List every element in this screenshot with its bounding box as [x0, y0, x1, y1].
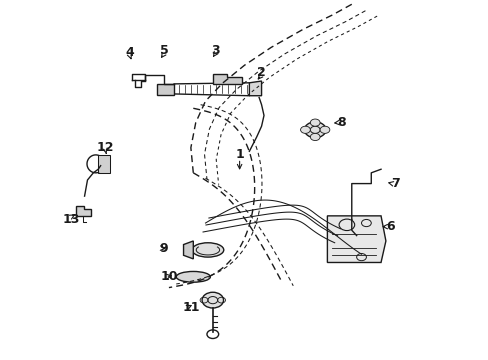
Polygon shape [327, 216, 385, 262]
Circle shape [202, 292, 223, 308]
Text: 1: 1 [235, 148, 244, 161]
Text: 8: 8 [337, 116, 346, 129]
Text: 2: 2 [257, 66, 265, 79]
Circle shape [310, 119, 320, 126]
Polygon shape [183, 241, 193, 259]
Circle shape [320, 126, 329, 134]
Text: 4: 4 [125, 46, 134, 59]
Polygon shape [249, 81, 261, 96]
Circle shape [310, 134, 320, 140]
Polygon shape [76, 206, 91, 216]
Circle shape [300, 126, 310, 134]
Polygon shape [98, 155, 110, 173]
Text: 5: 5 [160, 44, 168, 57]
Polygon shape [157, 84, 173, 95]
Text: 12: 12 [97, 141, 114, 154]
Ellipse shape [176, 271, 210, 282]
Text: 6: 6 [386, 220, 394, 233]
Text: 7: 7 [390, 177, 399, 190]
Text: 11: 11 [182, 301, 199, 314]
Text: 10: 10 [160, 270, 177, 283]
Text: 3: 3 [210, 44, 219, 57]
Ellipse shape [192, 243, 224, 257]
Polygon shape [212, 74, 242, 84]
Text: 9: 9 [160, 242, 168, 255]
Circle shape [304, 122, 325, 138]
Text: 13: 13 [62, 213, 80, 226]
